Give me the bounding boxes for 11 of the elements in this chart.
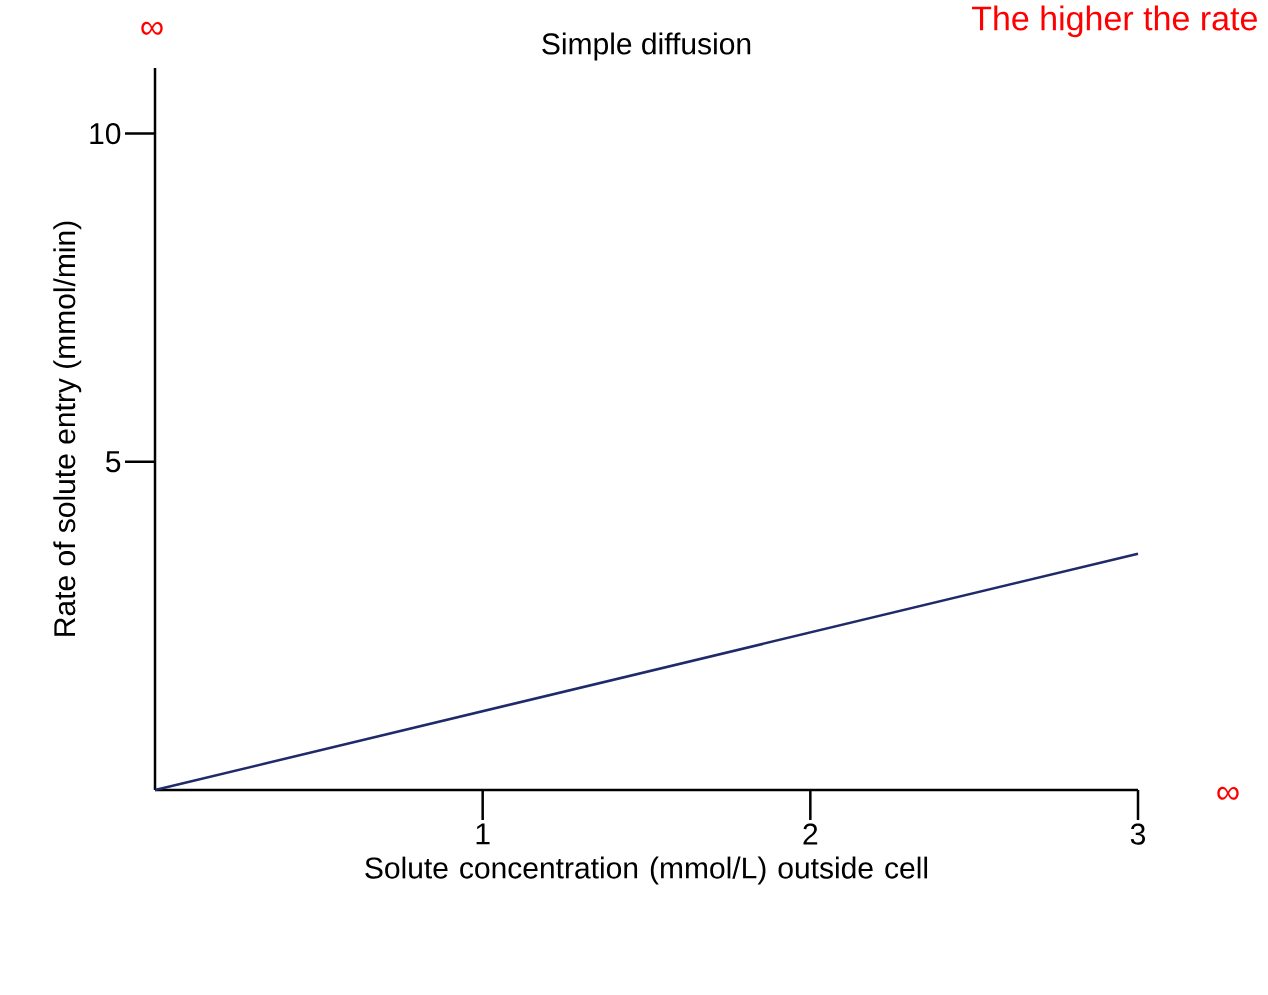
x-tick-label: 1 [476,823,490,845]
y-tick-label: 5 [106,451,121,473]
x-axis-title: Solute concentration (mmol/L) outside cell [365,856,928,885]
y-axis-title: Rate of solute entry (mmol/min) [53,221,82,636]
text: ∞ [1217,786,1239,800]
y-tick-label: 10 [90,123,121,145]
chart-title: Simple diffusion [542,32,751,61]
x-tick-label: 3 [1130,823,1146,845]
x-tick-label: 2 [803,823,818,845]
text: ∞ [141,21,163,35]
text: The higher the rate [971,5,1257,38]
